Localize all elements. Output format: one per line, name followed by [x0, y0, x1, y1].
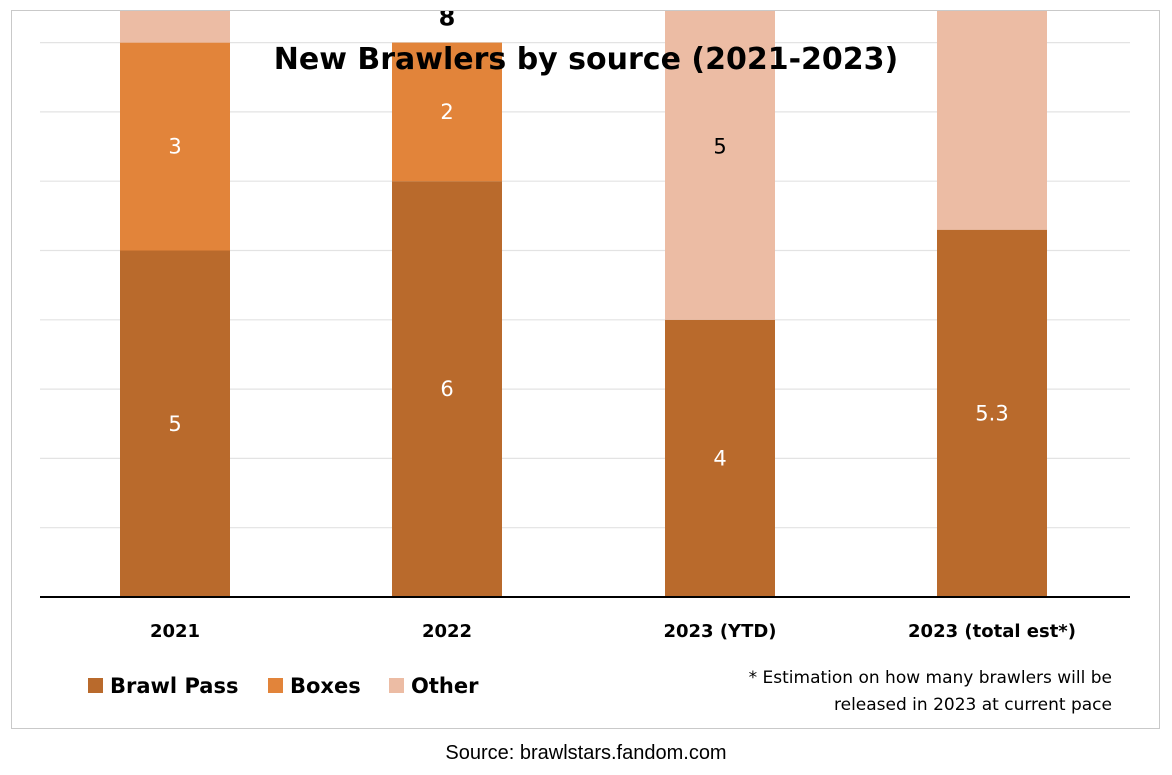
x-tick-label: 2022: [422, 621, 472, 642]
footnote-line: released in 2023 at current pace: [834, 695, 1112, 715]
legend-swatch: [88, 678, 103, 693]
footnote-line: * Estimation on how many brawlers will b…: [749, 668, 1112, 688]
bar-segment-boxes: [392, 42, 502, 182]
x-tick-labels: 2021 2022 2023 (YTD) 2023 (total est*): [150, 621, 1076, 642]
segment-value-label: 6: [440, 377, 453, 401]
segment-value-label: 2: [440, 100, 453, 124]
legend-swatch: [389, 678, 404, 693]
legend: Brawl Pass Boxes Other: [88, 674, 479, 698]
bar-segment-brawl-pass: [937, 229, 1047, 597]
segment-value-label: 4: [713, 446, 726, 470]
legend-label: Brawl Pass: [110, 674, 238, 698]
segment-value-label: 3: [168, 135, 181, 159]
chart-canvas: 532106284595.36.712 New Brawlers by sour…: [40, 11, 1130, 715]
bar-segment-brawl-pass: [392, 181, 502, 597]
x-tick-label: 2023 (total est*): [908, 621, 1076, 642]
bar-segment-other: [120, 11, 230, 43]
legend-label: Boxes: [290, 674, 361, 698]
bar-segment-brawl-pass: [665, 319, 775, 597]
segment-value-label: 5: [168, 412, 181, 436]
segment-value-label: 5.3: [975, 401, 1008, 425]
legend-item-other: Other: [389, 674, 479, 698]
segment-value-label: 5: [713, 135, 726, 159]
legend-swatch: [268, 678, 283, 693]
legend-item-brawl-pass: Brawl Pass: [88, 674, 238, 698]
bar-segment-other: [937, 11, 1047, 230]
source-credit: Source: brawlstars.fandom.com: [445, 742, 727, 764]
x-tick-label: 2021: [150, 621, 200, 642]
bar-segment-boxes: [120, 42, 230, 251]
bar-segment-other: [665, 11, 775, 320]
footnote: * Estimation on how many brawlers will b…: [749, 668, 1112, 715]
legend-item-boxes: Boxes: [268, 674, 361, 698]
bar-total-label: 8: [439, 11, 456, 32]
x-tick-label: 2023 (YTD): [663, 621, 776, 642]
legend-label: Other: [411, 674, 479, 698]
bars: 532106284595.36.712: [120, 11, 1047, 597]
chart-frame: 532106284595.36.712 New Brawlers by sour…: [11, 10, 1160, 729]
bar-segment-brawl-pass: [120, 250, 230, 597]
chart-title: New Brawlers by source (2021-2023): [274, 42, 899, 77]
